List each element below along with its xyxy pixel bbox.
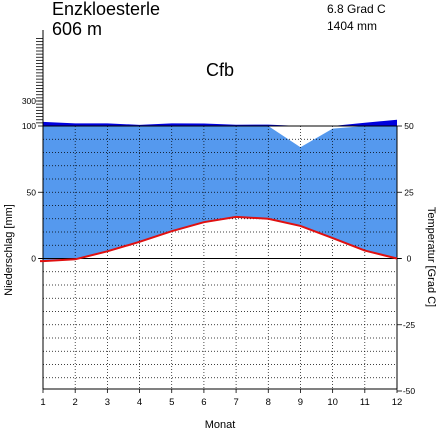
temp-axis-title: Temperatur [Grad C] bbox=[425, 207, 437, 307]
month-tick-label: 2 bbox=[73, 397, 78, 408]
month-tick-label: 12 bbox=[392, 397, 403, 408]
month-tick-label: 9 bbox=[298, 397, 303, 408]
mean-temperature: 6.8 Grad C bbox=[327, 2, 386, 16]
month-tick-label: 5 bbox=[169, 397, 174, 408]
temp-tick-label: 50 bbox=[404, 121, 414, 131]
station-elevation: 606 m bbox=[52, 19, 103, 39]
annual-precipitation: 1404 mm bbox=[327, 19, 378, 33]
month-tick-label: 7 bbox=[233, 397, 238, 408]
temp-tick-label: 25 bbox=[404, 187, 414, 197]
temp-tick-label: -50 bbox=[403, 386, 416, 396]
month-tick-label: 1 bbox=[40, 397, 45, 408]
precip-tick-label: 100 bbox=[22, 121, 36, 131]
month-tick-label: 6 bbox=[201, 397, 206, 408]
climate-class: Cfb bbox=[206, 60, 235, 80]
perhumid-area bbox=[43, 119, 397, 126]
precip-tick-label: 300 bbox=[22, 96, 36, 106]
humid-area bbox=[43, 126, 397, 262]
precip-tick-label: 0 bbox=[31, 254, 36, 264]
temp-tick-label: -25 bbox=[403, 320, 416, 330]
month-tick-label: 8 bbox=[266, 397, 271, 408]
month-tick-label: 11 bbox=[360, 397, 370, 408]
month-tick-label: 10 bbox=[327, 397, 338, 408]
x-axis-title: Monat bbox=[205, 419, 236, 430]
station-name: Enzkloesterle bbox=[52, 0, 161, 19]
temp-tick-label: 0 bbox=[407, 254, 412, 264]
precip-tick-label: 50 bbox=[27, 187, 37, 197]
precip-axis-title: Niederschlag [mm] bbox=[3, 204, 15, 296]
month-tick-label: 3 bbox=[105, 397, 110, 408]
temperature-line bbox=[40, 215, 398, 263]
month-tick-label: 4 bbox=[137, 397, 142, 408]
